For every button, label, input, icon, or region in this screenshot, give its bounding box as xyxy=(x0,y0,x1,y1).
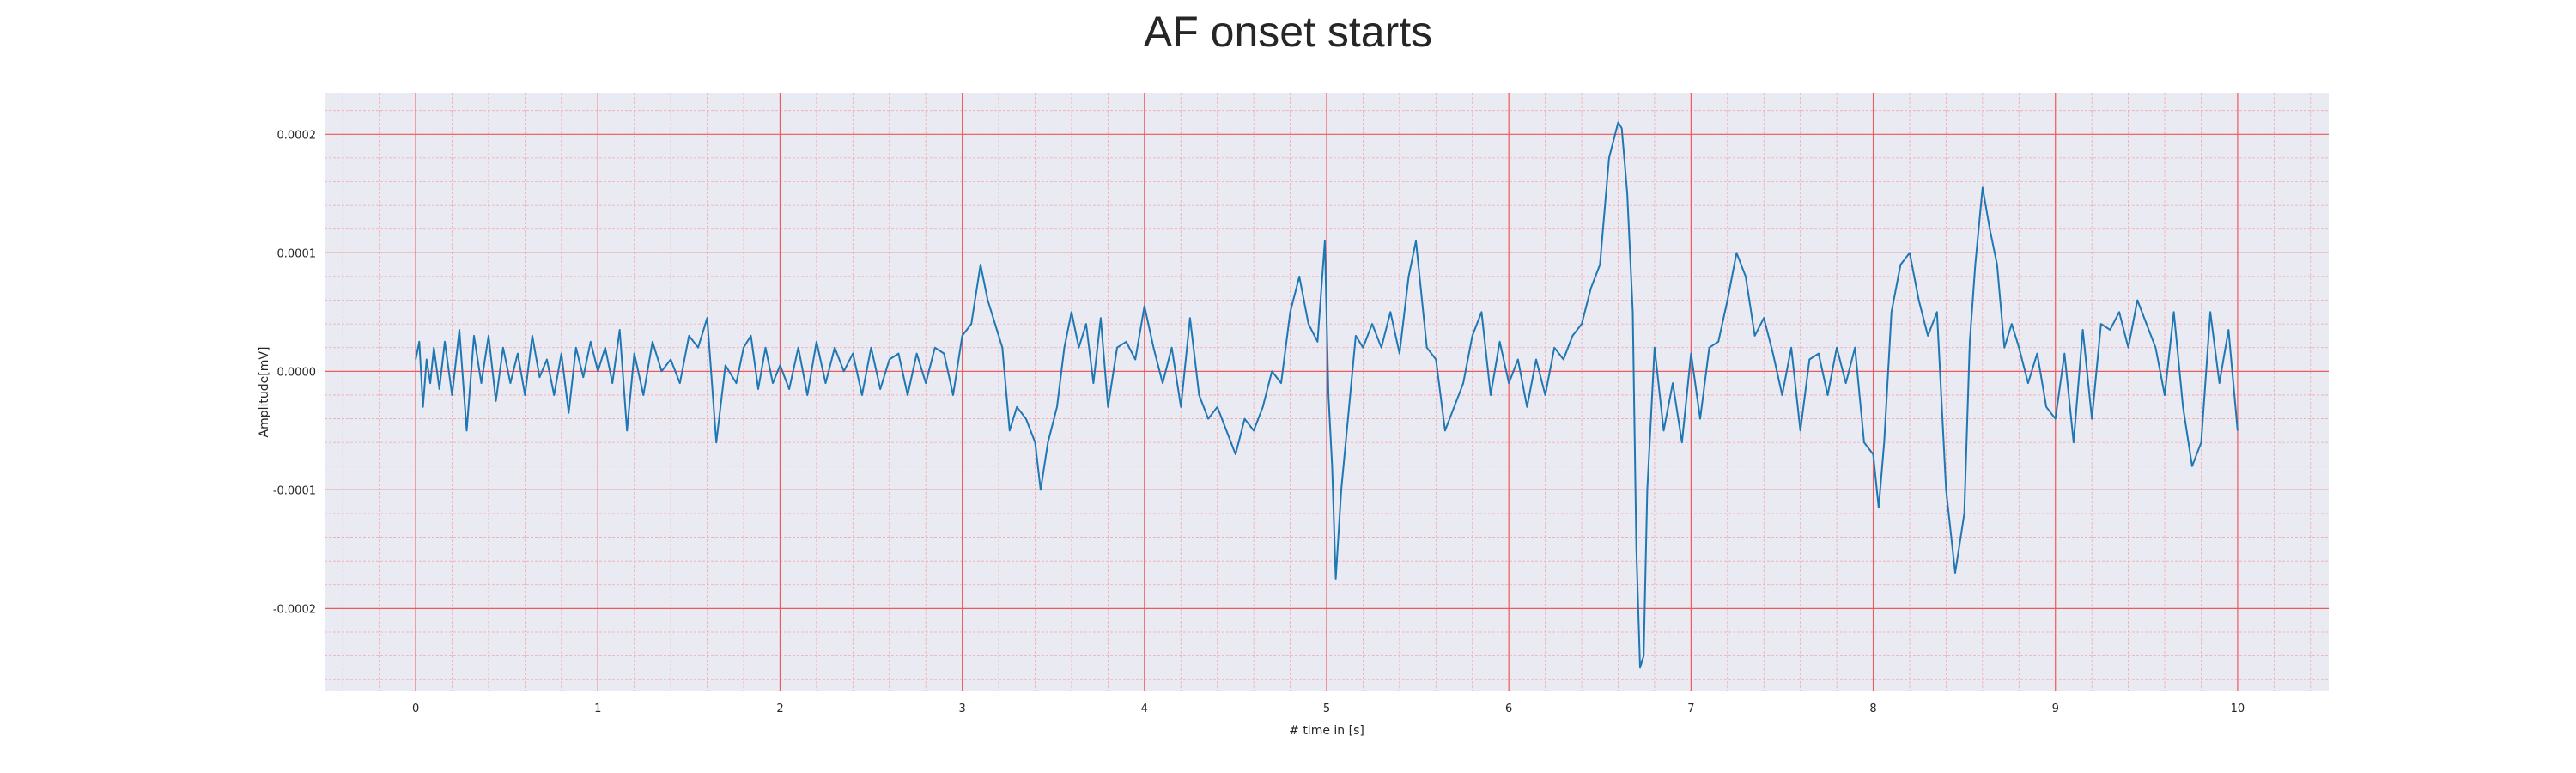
y-tick-label: 0.0001 xyxy=(277,247,317,260)
x-tick-label: 8 xyxy=(1869,703,1876,715)
y-tick-label: -0.0001 xyxy=(273,484,316,497)
x-tick-label: 3 xyxy=(958,703,965,715)
ecg-series-line xyxy=(415,121,2239,669)
y-tick-label: 0.0002 xyxy=(277,129,317,142)
x-tick-label: 0 xyxy=(412,703,419,715)
y-tick-label: -0.0002 xyxy=(273,603,316,616)
x-tick-label: 7 xyxy=(1687,703,1694,715)
series-layer xyxy=(415,121,2239,669)
major-grid xyxy=(325,93,2329,691)
tick-labels: 0 1 2 3 4 5 6 7 8 9 10 -0.0002 -0.0001 0.0000 0.0001 0.… xyxy=(273,129,2245,715)
x-tick-label: 6 xyxy=(1505,703,1512,715)
x-tick-label: 10 xyxy=(2231,703,2245,715)
x-tick-label: 1 xyxy=(594,703,601,715)
chart-title: AF onset starts xyxy=(1143,8,1433,56)
x-axis-label: # time in [s] xyxy=(1289,724,1364,738)
y-axis-label: Amplitude[mV] xyxy=(258,347,271,438)
x-tick-label: 5 xyxy=(1323,703,1330,715)
y-tick-label: 0.0000 xyxy=(277,366,317,379)
x-tick-label: 2 xyxy=(776,703,783,715)
x-tick-label: 4 xyxy=(1141,703,1148,715)
x-tick-label: 9 xyxy=(2052,703,2059,715)
